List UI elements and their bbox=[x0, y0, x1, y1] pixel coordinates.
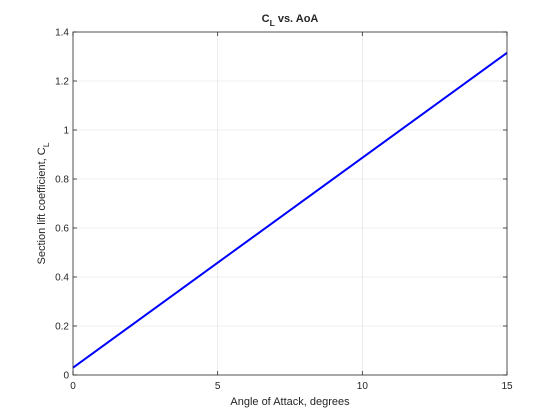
ticks: 0 5 10 15 0 0.2 0.4 0.6 0.8 1 1.2 1.4 bbox=[55, 28, 513, 393]
x-tick-label: 0 bbox=[70, 381, 76, 392]
grid-lines bbox=[73, 32, 507, 375]
y-tick-label: 0.4 bbox=[55, 273, 69, 284]
plot-area bbox=[73, 32, 507, 375]
x-tick-label: 5 bbox=[215, 381, 221, 392]
chart-title: CL vs. AoA bbox=[262, 13, 319, 28]
title-rest: vs. AoA bbox=[275, 13, 319, 25]
x-tick-label: 15 bbox=[501, 381, 513, 392]
y-tick-label: 0 bbox=[63, 371, 69, 382]
y-axis-label: Section lift coefficient, CL bbox=[36, 142, 51, 264]
series-layer bbox=[72, 52, 508, 369]
y-axis-label-subscript: L bbox=[41, 142, 51, 147]
x-tick-label: 10 bbox=[357, 381, 369, 392]
y-axis-label-main: Section lift coefficient, C bbox=[36, 147, 48, 264]
axes-box bbox=[72, 31, 508, 376]
title-main: C bbox=[262, 13, 270, 25]
x-axis-label: Angle of Attack, degrees bbox=[230, 396, 350, 408]
series-line bbox=[72, 52, 508, 369]
y-tick-label: 0.6 bbox=[55, 224, 69, 235]
title-subscript: L bbox=[270, 18, 275, 28]
y-tick-label: 1.4 bbox=[55, 28, 69, 39]
y-tick-label: 0.8 bbox=[55, 175, 69, 186]
y-tick-label: 1.2 bbox=[55, 77, 69, 88]
y-tick-label: 0.2 bbox=[55, 322, 69, 333]
y-tick-label: 1 bbox=[63, 126, 69, 137]
